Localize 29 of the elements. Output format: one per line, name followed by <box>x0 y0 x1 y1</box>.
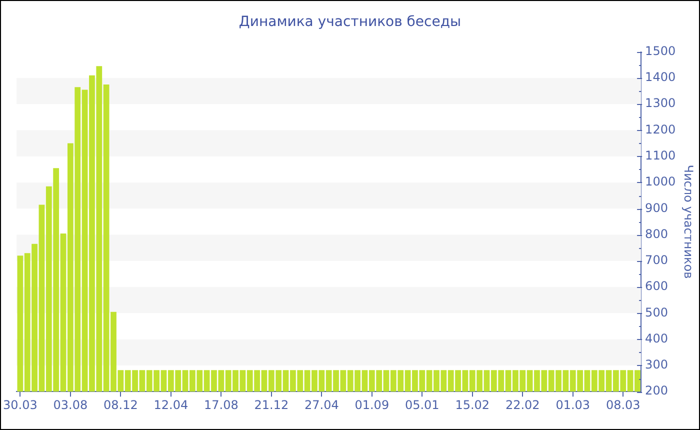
y-tick-label: 300 <box>645 358 668 372</box>
y-tick-label: 1200 <box>645 122 676 136</box>
y-tick-label: 600 <box>645 279 668 294</box>
x-tick-label: 05.01 <box>404 398 440 412</box>
y-tick-label: 700 <box>645 253 668 268</box>
x-tick-label: 22.02 <box>505 398 540 412</box>
y-axis-title: Число участников <box>682 164 696 279</box>
y-tick-label: 500 <box>645 305 668 320</box>
y-tick-label: 800 <box>645 226 668 241</box>
x-tick-label: 01.03 <box>556 398 590 412</box>
y-tick-label: 400 <box>645 331 668 346</box>
y-tick-label: 1000 <box>645 174 676 189</box>
x-tick-label: 15.02 <box>455 398 490 412</box>
y-tick-label: 1500 <box>645 44 676 58</box>
x-tick-label: 17.08 <box>204 398 238 412</box>
x-tick-label: 21.12 <box>254 398 289 412</box>
y-tick-label: 1100 <box>645 148 676 162</box>
y-tick-label: 1300 <box>645 96 676 110</box>
x-tick-label: 01.09 <box>354 398 390 412</box>
x-tick-label: 30.03 <box>3 398 38 412</box>
y-tick-label: 200 <box>645 384 668 398</box>
x-tick-label: 12.04 <box>154 398 188 412</box>
x-tick-label: 27.04 <box>304 398 339 412</box>
x-tick-label: 08.12 <box>103 398 138 412</box>
x-tick-label: 03.08 <box>53 398 88 412</box>
y-tick-label: 900 <box>645 200 668 215</box>
y-tick-label: 1400 <box>645 70 676 84</box>
chart-title: Динамика участников беседы <box>238 14 462 30</box>
x-tick-label: 08.03 <box>606 398 640 412</box>
